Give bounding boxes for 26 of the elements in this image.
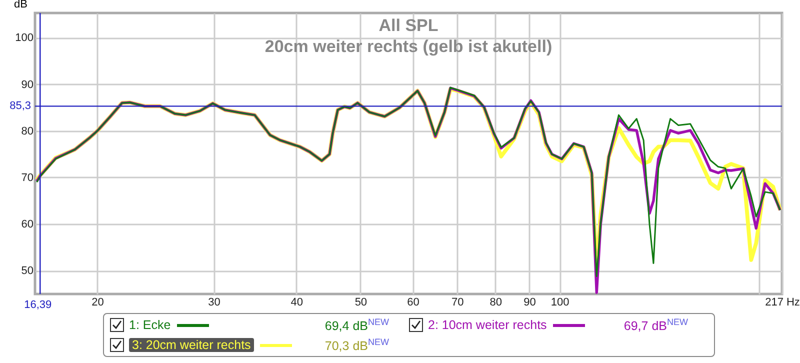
chart-title: All SPL: [378, 16, 438, 35]
text: 20cm weiter rechts (gelb ist akutell): [264, 37, 552, 56]
text: 69,7 dB$^{NEW}$: [624, 317, 688, 334]
x-tick-label: 30: [208, 296, 220, 308]
ref-line-label: 85,3: [10, 100, 31, 112]
text: 2: 10cm weiter rechts: [428, 318, 547, 332]
y-tick-label: 100: [15, 32, 34, 44]
x-tick-label: 217 Hz: [765, 296, 800, 308]
x-tick-label: 100: [550, 296, 570, 308]
y-tick-label: 80: [21, 125, 34, 138]
text: 3: 20cm weiter rechts: [129, 338, 254, 352]
x-tick-label: 70: [451, 296, 464, 308]
y-tick-label: 70: [21, 172, 34, 184]
x-tick-label: 50: [354, 296, 368, 308]
text: 70,3 dB$^{NEW}$: [324, 337, 389, 354]
y-tick-label: 60: [21, 218, 34, 231]
x-tick-label: 40: [290, 296, 303, 308]
y-tick-label: 90: [21, 78, 34, 91]
x-tick-label: 80: [490, 296, 502, 308]
x-tick-label: 90: [524, 296, 536, 308]
text: 1: Ecke: [129, 318, 171, 332]
y-tick-label: 50: [21, 265, 34, 278]
x-tick-label: 20: [92, 296, 104, 308]
text: 69,4 dB$^{NEW}$: [324, 317, 389, 334]
ref-line-label: 16,39: [24, 299, 52, 311]
x-tick-label: 60: [407, 296, 420, 308]
